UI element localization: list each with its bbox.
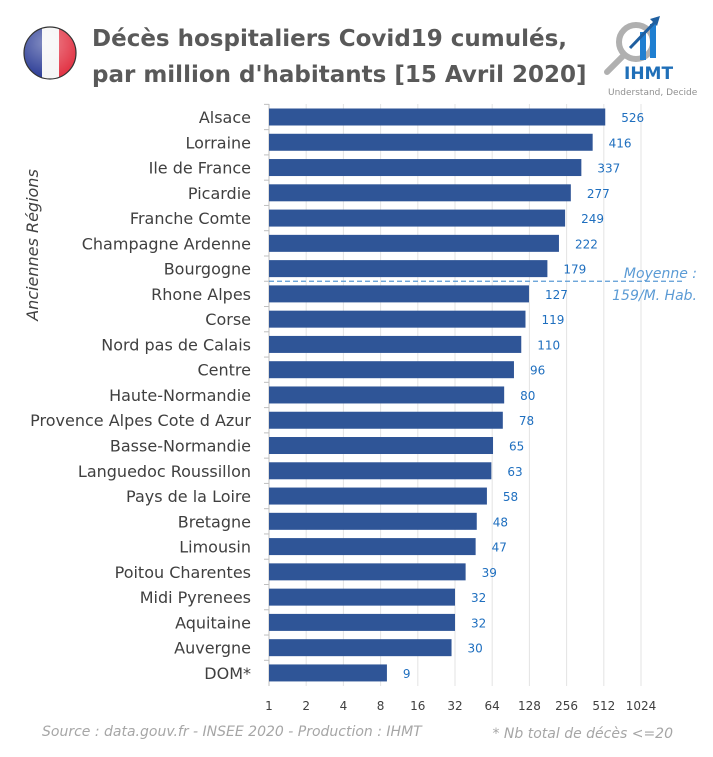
source-note: Source : data.gouv.fr - INSEE 2020 - Pro… (42, 724, 423, 740)
category-label: Franche Comte (130, 209, 251, 228)
bar (269, 639, 452, 657)
category-label: Centre (198, 361, 252, 380)
data-label: 47 (492, 541, 507, 555)
data-label: 179 (563, 263, 586, 277)
category-label: Midi Pyrenees (140, 588, 251, 607)
x-tick-label: 256 (555, 699, 578, 713)
bar (269, 563, 466, 581)
bar (269, 588, 455, 606)
bar (269, 159, 582, 177)
category-label: Languedoc Roussillon (78, 462, 251, 481)
bar (269, 184, 571, 202)
data-label: 9 (403, 667, 411, 681)
data-label: 78 (519, 414, 534, 428)
category-label: Aquitaine (175, 613, 251, 632)
category-label: Picardie (188, 184, 251, 203)
data-label: 32 (471, 616, 486, 630)
logo-text: IHMT (624, 64, 673, 84)
x-tick-label: 32 (447, 699, 462, 713)
bar (269, 310, 526, 328)
data-label: 110 (537, 338, 560, 352)
ihmt-logo: IHMT Understand, Decide (604, 16, 698, 98)
category-label: Haute-Normandie (109, 386, 251, 405)
bar (269, 260, 548, 278)
data-label: 416 (609, 136, 632, 150)
x-tick-label: 512 (592, 699, 615, 713)
y-axis-label: Anciennes Régions (23, 169, 42, 322)
data-label: 96 (530, 364, 545, 378)
bar (269, 108, 606, 126)
bar (269, 613, 455, 631)
bar (269, 386, 505, 404)
category-label: Pays de la Loire (126, 487, 251, 506)
data-label: 526 (621, 111, 644, 125)
x-tick-label: 1024 (626, 699, 657, 713)
category-label: Champagne Ardenne (82, 234, 251, 253)
data-label: 127 (545, 288, 568, 302)
data-label: 119 (541, 313, 564, 327)
france-flag-icon (23, 26, 77, 80)
data-label: 277 (587, 187, 610, 201)
category-label: Nord pas de Calais (101, 335, 251, 354)
bar (269, 133, 593, 151)
x-tick-label: 2 (302, 699, 310, 713)
bar (269, 664, 387, 682)
data-label: 65 (509, 440, 524, 454)
logo-tagline: Understand, Decide (608, 88, 698, 98)
mean-label-line2: 159/M. Hab. (612, 288, 697, 304)
footnote: * Nb total de décès <=20 (492, 726, 673, 742)
x-tick-label: 64 (485, 699, 500, 713)
bar (269, 538, 476, 556)
category-label: Bretagne (178, 512, 251, 531)
x-tick-label: 4 (340, 699, 348, 713)
data-label: 48 (493, 515, 508, 529)
data-label: 30 (468, 642, 483, 656)
x-tick-label: 128 (518, 699, 541, 713)
data-label: 63 (507, 465, 522, 479)
category-label: DOM* (204, 664, 251, 683)
chart-subtitle: par million d'habitants [15 Avril 2020] (92, 62, 587, 88)
mean-label-line1: Moyenne : (624, 266, 697, 282)
bar (269, 411, 503, 429)
bar (269, 285, 529, 303)
chart-title: Décès hospitaliers Covid19 cumulés, (92, 26, 567, 52)
bar (269, 462, 492, 480)
category-label: Lorraine (185, 133, 251, 152)
x-tick-label: 16 (410, 699, 425, 713)
data-label: 39 (482, 566, 497, 580)
bar (269, 512, 477, 530)
bar (269, 487, 487, 505)
bar (269, 437, 494, 455)
category-label: Basse-Normandie (110, 437, 251, 456)
x-tick-label: 8 (377, 699, 385, 713)
category-label: Bourgogne (164, 260, 251, 279)
category-label: Auvergne (174, 639, 251, 658)
bar (269, 335, 522, 353)
category-label: Rhone Alpes (151, 285, 251, 304)
data-label: 80 (520, 389, 535, 403)
category-label: Alsace (199, 108, 251, 127)
data-label: 32 (471, 591, 486, 605)
category-label: Ile de France (149, 159, 251, 178)
data-label: 58 (503, 490, 518, 504)
bar (269, 361, 514, 379)
data-label: 337 (597, 162, 620, 176)
category-label: Provence Alpes Cote d Azur (30, 411, 251, 430)
category-label: Corse (205, 310, 251, 329)
data-label: 222 (575, 237, 598, 251)
category-label: Limousin (179, 538, 251, 557)
bar (269, 209, 566, 227)
category-label: Poitou Charentes (115, 563, 251, 582)
x-tick-label: 1 (265, 699, 273, 713)
data-label: 249 (581, 212, 604, 226)
bar (269, 234, 559, 252)
